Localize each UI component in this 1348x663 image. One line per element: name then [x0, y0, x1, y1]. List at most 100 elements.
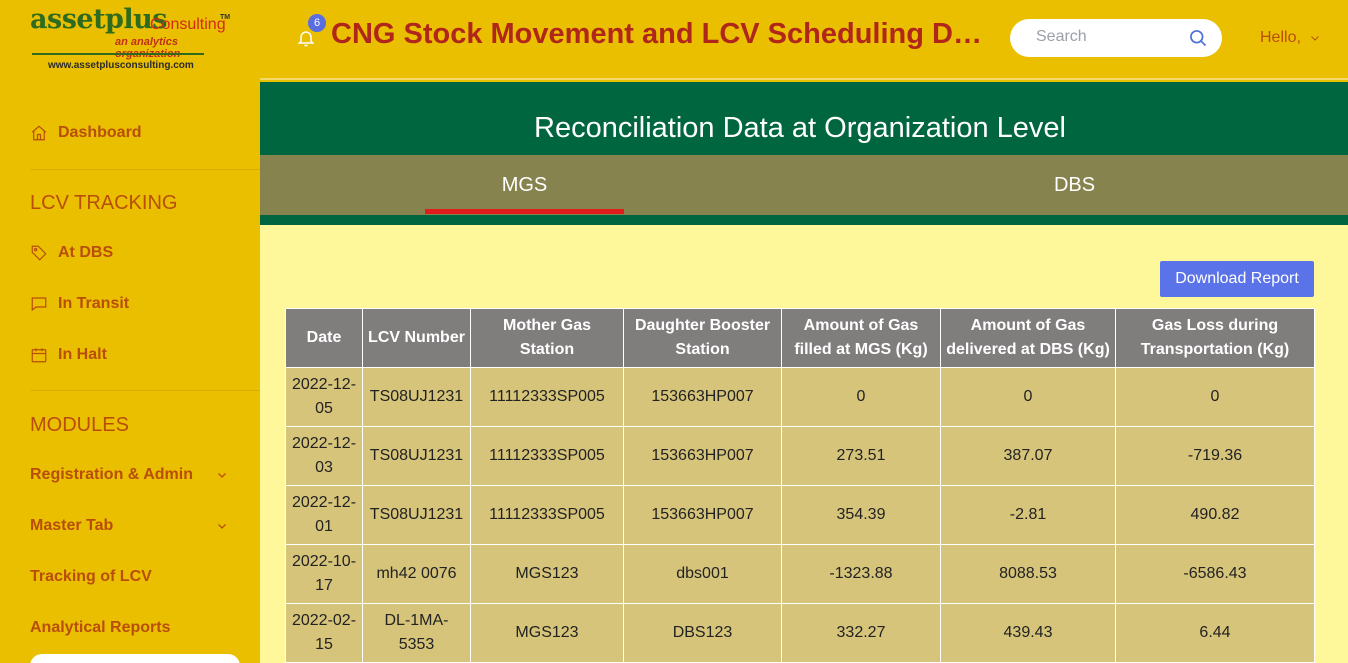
table-row: 2022-10-17 mh42 0076 MGS123 dbs001 -1323…	[285, 544, 1315, 604]
cell-gas-filled: 354.39	[781, 485, 941, 545]
logo-tagline: an analytics organization	[115, 36, 180, 60]
cell-gas-filled: 0	[781, 367, 941, 427]
cell-date: 2022-12-03	[285, 426, 363, 486]
cell-gas-delivered: 0	[940, 367, 1116, 427]
column-header-date: Date	[285, 308, 363, 368]
cell-gas-delivered: -2.81	[940, 485, 1116, 545]
column-header-mother-gas-station: Mother Gas Station	[470, 308, 624, 368]
column-header-lcv-number: LCV Number	[362, 308, 471, 368]
sidebar-item-dashboard[interactable]: Dashboard	[30, 121, 142, 145]
sidebar-bottom-pill	[30, 654, 240, 663]
sidebar-item-master-tab[interactable]: Master Tab	[30, 514, 226, 538]
cell-lcv-number: TS08UJ1231	[362, 485, 471, 545]
chat-icon	[31, 297, 47, 312]
table-row: 2022-02-15 DL-1MA-5353 MGS123 DBS123 332…	[285, 603, 1315, 663]
cell-date: 2022-10-17	[285, 544, 363, 604]
top-header: 6 CNG Stock Movement and LCV Scheduling …	[260, 0, 1348, 80]
cell-gas-delivered: 439.43	[940, 603, 1116, 663]
tab-mgs[interactable]: MGS	[501, 173, 548, 196]
sidebar-item-label: Dashboard	[58, 124, 142, 141]
cell-gas-loss: 6.44	[1115, 603, 1315, 663]
chevron-down-icon	[1311, 36, 1319, 41]
sidebar-item-tracking-of-lcv[interactable]: Tracking of LCV	[30, 565, 152, 589]
cell-lcv-number: TS08UJ1231	[362, 426, 471, 486]
notification-badge: 6	[308, 14, 326, 32]
cell-gas-delivered: 387.07	[940, 426, 1116, 486]
reconciliation-table: Date LCV Number Mother Gas Station Daugh…	[285, 308, 1315, 663]
bell-icon	[297, 31, 315, 47]
search-box	[1010, 19, 1222, 57]
cell-daughter-booster-station: 153663HP007	[623, 367, 782, 427]
company-logo[interactable]: assetplus Consulting TM an analytics org…	[30, 4, 245, 74]
sidebar-item-label: In Transit	[58, 295, 130, 312]
cell-lcv-number: TS08UJ1231	[362, 367, 471, 427]
sidebar-item-label: Analytical Reports	[30, 619, 171, 636]
sidebar-item-at-dbs[interactable]: At DBS	[30, 241, 113, 265]
cell-gas-loss: -719.36	[1115, 426, 1315, 486]
banner-title: Reconciliation Data at Organization Leve…	[534, 112, 1066, 144]
cell-daughter-booster-station: 153663HP007	[623, 485, 782, 545]
cell-gas-loss: -6586.43	[1115, 544, 1315, 604]
tab-bar: MGS DBS	[260, 155, 1348, 215]
column-header-gas-filled-mgs: Amount of Gas filled at MGS (Kg)	[781, 308, 941, 368]
cell-gas-filled: 273.51	[781, 426, 941, 486]
user-menu[interactable]: Hello,	[1260, 29, 1321, 47]
report-content: Download Report Date LCV Number Mother G…	[260, 225, 1348, 663]
report-banner: Reconciliation Data at Organization Leve…	[260, 82, 1348, 155]
table-row: 2022-12-05 TS08UJ1231 11112333SP005 1536…	[285, 367, 1315, 427]
chevron-down-icon	[218, 524, 226, 529]
cell-daughter-booster-station: DBS123	[623, 603, 782, 663]
tab-active-indicator	[425, 209, 624, 214]
sidebar-divider	[30, 169, 260, 170]
cell-mother-gas-station: MGS123	[470, 544, 624, 604]
sidebar-item-in-transit[interactable]: In Transit	[30, 292, 129, 316]
sidebar: assetplus Consulting TM an analytics org…	[0, 0, 260, 663]
section-title-lcv-tracking: LCV TRACKING	[30, 192, 178, 214]
page-title: CNG Stock Movement and LCV Scheduling Da…	[331, 18, 986, 50]
cell-gas-delivered: 8088.53	[940, 544, 1116, 604]
cell-date: 2022-02-15	[285, 603, 363, 663]
column-header-gas-delivered-dbs: Amount of Gas delivered at DBS (Kg)	[940, 308, 1116, 368]
calendar-icon	[31, 348, 47, 363]
tag-icon	[31, 245, 47, 261]
table-header-row: Date LCV Number Mother Gas Station Daugh…	[285, 308, 1315, 368]
logo-brand: assetplus	[30, 4, 168, 35]
tab-dbs[interactable]: DBS	[1053, 173, 1096, 196]
cell-daughter-booster-station: dbs001	[623, 544, 782, 604]
sidebar-item-in-halt[interactable]: In Halt	[30, 343, 107, 367]
cell-lcv-number: mh42 0076	[362, 544, 471, 604]
table-row: 2022-12-01 TS08UJ1231 11112333SP005 1536…	[285, 485, 1315, 545]
tab-bar-border	[260, 215, 1348, 225]
cell-gas-loss: 0	[1115, 367, 1315, 427]
sidebar-item-registration-admin[interactable]: Registration & Admin	[30, 463, 226, 487]
home-icon	[31, 125, 47, 141]
sidebar-item-label: At DBS	[58, 244, 114, 261]
user-greeting: Hello,	[1260, 29, 1301, 46]
column-header-gas-loss: Gas Loss during Transportation (Kg)	[1115, 308, 1315, 368]
cell-date: 2022-12-01	[285, 485, 363, 545]
cell-date: 2022-12-05	[285, 367, 363, 427]
search-input[interactable]	[1036, 28, 1186, 46]
table-row: 2022-12-03 TS08UJ1231 11112333SP005 1536…	[285, 426, 1315, 486]
sidebar-item-analytical-reports[interactable]: Analytical Reports	[30, 616, 170, 640]
section-title-modules: MODULES	[30, 414, 129, 436]
logo-consulting: Consulting	[150, 16, 226, 33]
column-header-daughter-booster-station: Daughter Booster Station	[623, 308, 782, 368]
logo-trademark: TM	[220, 14, 231, 21]
download-report-button[interactable]: Download Report	[1160, 261, 1314, 297]
notification-button[interactable]	[296, 28, 316, 48]
cell-gas-filled: -1323.88	[781, 544, 941, 604]
logo-url: www.assetplusconsulting.com	[48, 60, 194, 71]
cell-daughter-booster-station: 153663HP007	[623, 426, 782, 486]
cell-gas-filled: 332.27	[781, 603, 941, 663]
cell-mother-gas-station: 11112333SP005	[470, 367, 624, 427]
search-icon[interactable]	[1188, 28, 1208, 48]
sidebar-item-label: Master Tab	[30, 517, 114, 534]
cell-mother-gas-station: MGS123	[470, 603, 624, 663]
cell-mother-gas-station: 11112333SP005	[470, 426, 624, 486]
sidebar-item-label: In Halt	[58, 346, 107, 363]
cell-lcv-number: DL-1MA-5353	[362, 603, 471, 663]
sidebar-item-label: Tracking of LCV	[30, 568, 152, 585]
logo-underline	[32, 53, 204, 55]
sidebar-item-label: Registration & Admin	[30, 466, 193, 483]
